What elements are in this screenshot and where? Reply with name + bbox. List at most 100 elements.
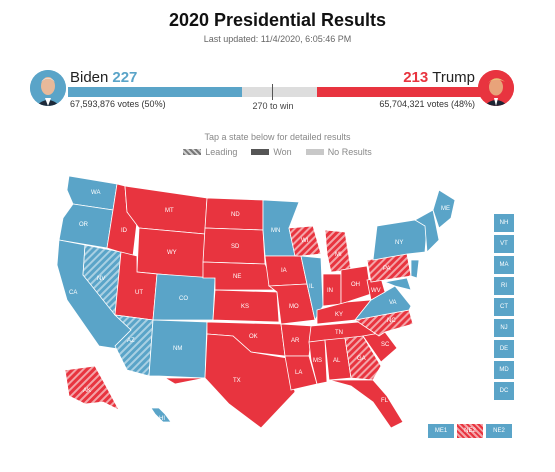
district-panel: ME1 NE2 NE2: [428, 424, 512, 438]
label-fl: FL: [381, 398, 389, 404]
label-al: AL: [333, 358, 341, 364]
label-ok: OK: [249, 334, 258, 340]
label-ga: GA: [357, 356, 366, 362]
small-state-ri[interactable]: RI: [494, 277, 514, 295]
label-tx: TX: [233, 378, 241, 384]
label-ny: NY: [395, 240, 403, 246]
label-mt: MT: [165, 208, 174, 214]
label-nm: NM: [173, 346, 182, 352]
state-mi[interactable]: [324, 229, 352, 273]
legend-no-results-label: No Results: [327, 147, 372, 157]
label-wa: WA: [91, 190, 100, 196]
district-ne2-1[interactable]: NE2: [457, 424, 483, 438]
state-hi[interactable]: [150, 407, 172, 423]
label-ne: NE: [233, 274, 241, 280]
district-me1-0[interactable]: ME1: [428, 424, 454, 438]
state-fl[interactable]: [328, 379, 404, 429]
small-state-nh[interactable]: NH: [494, 214, 514, 232]
trump-portrait-icon: [478, 70, 514, 106]
biden-popular-votes: 67,593,876 votes (50%): [70, 99, 166, 109]
trump-label: 213 Trump: [403, 69, 475, 86]
legend-leading: Leading: [183, 147, 237, 157]
map-hint: Tap a state below for detailed results: [204, 132, 351, 142]
state-va[interactable]: [354, 285, 412, 321]
label-id: ID: [121, 228, 128, 234]
label-ky: KY: [335, 312, 343, 318]
legend-won: Won: [251, 147, 292, 157]
label-wi: WI: [301, 238, 309, 244]
label-nc: NC: [387, 318, 396, 324]
label-wy: WY: [167, 250, 177, 256]
won-swatch: [251, 149, 270, 155]
label-nd: ND: [231, 212, 240, 218]
map-legend: Leading Won No Results: [0, 147, 555, 157]
small-state-nj[interactable]: NJ: [494, 319, 514, 337]
state-ga[interactable]: [344, 335, 382, 381]
last-updated-timestamp: Last updated: 11/4/2020, 6:05:46 PM: [203, 34, 352, 44]
biden-name: Biden: [70, 69, 109, 86]
state-oh[interactable]: [340, 265, 372, 305]
label-az: AZ: [127, 338, 135, 344]
trump-avatar[interactable]: [478, 70, 514, 106]
trump-popular-votes: 65,704,321 votes (48%): [379, 99, 475, 109]
state-ks[interactable]: [212, 289, 280, 323]
win-threshold-marker: [272, 84, 273, 100]
label-mi: MI: [335, 252, 342, 258]
state-tx[interactable]: [163, 333, 296, 429]
win-threshold-label: 270 to win: [252, 101, 294, 111]
small-state-vt[interactable]: VT: [494, 235, 514, 253]
state-me[interactable]: [432, 189, 456, 229]
state-mo[interactable]: [267, 283, 316, 325]
legend-no-results: No Results: [305, 147, 372, 157]
district-ne2-2[interactable]: NE2: [486, 424, 512, 438]
biden-portrait-icon: [30, 70, 66, 106]
small-state-ct[interactable]: CT: [494, 298, 514, 316]
us-results-map: WA OR CA NV ID MT WY UT AZ CO NM ND SD N…: [56, 175, 456, 429]
label-sc: SC: [381, 342, 390, 348]
biden-electoral-votes: 227: [112, 69, 138, 86]
biden-progress-fill: [68, 87, 243, 97]
label-oh: OH: [351, 282, 360, 288]
electoral-progress-bar: [68, 87, 481, 97]
label-mn: MN: [271, 228, 280, 234]
biden-avatar[interactable]: [30, 70, 66, 106]
state-ne-states[interactable]: [414, 209, 440, 253]
state-wi[interactable]: [288, 225, 322, 257]
label-tn: TN: [335, 330, 343, 336]
legend-leading-label: Leading: [205, 147, 238, 157]
trump-electoral-votes: 213: [403, 69, 429, 86]
state-md[interactable]: [383, 277, 412, 291]
biden-label: Biden 227: [70, 69, 137, 86]
state-nj[interactable]: [410, 259, 420, 279]
state-ms[interactable]: [308, 339, 328, 385]
leading-swatch: [183, 149, 202, 155]
small-state-de[interactable]: DE: [494, 340, 514, 358]
small-state-ma[interactable]: MA: [494, 256, 514, 274]
state-or[interactable]: [58, 203, 114, 249]
label-va: VA: [389, 300, 397, 306]
label-ia: IA: [281, 268, 287, 274]
small-states-panel: NH VT MA RI CT NJ DE MD DC: [494, 214, 514, 400]
no-results-swatch: [305, 149, 324, 155]
label-ar: AR: [291, 338, 300, 344]
label-pa: PA: [383, 266, 391, 272]
label-ak: AK: [83, 388, 91, 394]
label-il: IL: [309, 284, 315, 290]
trump-progress-fill: [317, 87, 481, 97]
state-nm[interactable]: [148, 319, 208, 379]
legend-won-label: Won: [273, 147, 292, 157]
label-ms: MS: [313, 358, 322, 364]
label-in: IN: [327, 288, 333, 294]
label-wv: WV: [371, 288, 381, 294]
label-nv: NV: [97, 276, 105, 282]
label-mo: MO: [289, 304, 299, 310]
label-ut: UT: [135, 290, 143, 296]
label-ca: CA: [69, 290, 77, 296]
label-sd: SD: [231, 244, 240, 250]
state-ak[interactable]: [64, 365, 120, 411]
label-or: OR: [79, 222, 89, 228]
label-hi: HI: [159, 416, 165, 422]
label-ks: KS: [241, 304, 249, 310]
small-state-dc[interactable]: DC: [494, 382, 514, 400]
small-state-md[interactable]: MD: [494, 361, 514, 379]
